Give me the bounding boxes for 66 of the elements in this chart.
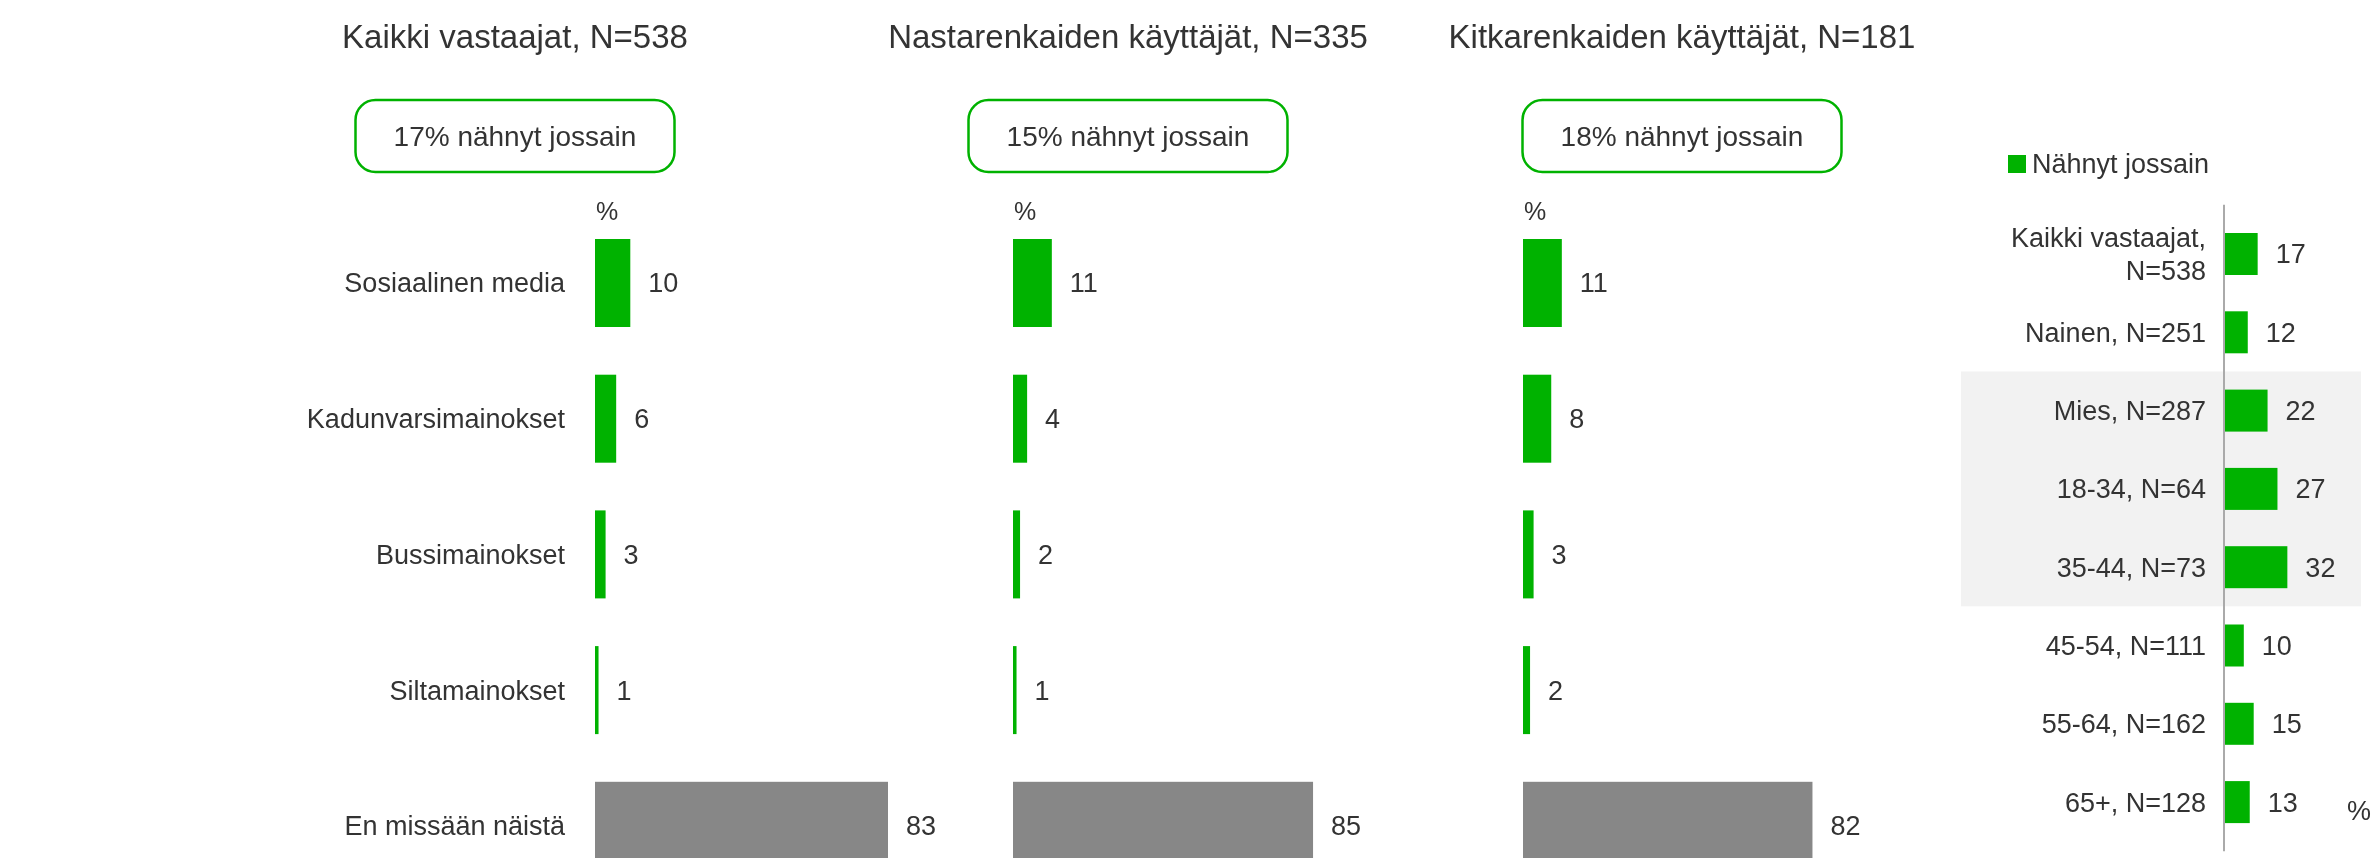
data-label: 11 (1579, 268, 1608, 299)
bar (595, 374, 617, 463)
data-label: 8 (1569, 404, 1585, 435)
bar (2224, 781, 2250, 824)
bar (1523, 510, 1534, 599)
bar (1523, 239, 1562, 327)
y-tick-label: 55-64, N=162 (2041, 709, 2206, 740)
text: 17% nähnyt jossain (393, 120, 637, 152)
data-label: 2 (1548, 675, 1564, 706)
data-label: 17 (2275, 239, 2306, 270)
data-label: 85 (1331, 811, 1362, 842)
data-label: 32 (2305, 552, 2336, 583)
bar (2224, 624, 2244, 667)
bar (595, 646, 599, 735)
bar (2224, 467, 2278, 510)
data-label: 4 (1045, 404, 1061, 435)
data-label: 15 (2271, 709, 2302, 740)
y-tick-label: Nainen, N=251 (2025, 317, 2206, 348)
x-axis-title: % (1523, 197, 1547, 225)
y-tick-label: 35-44, N=73 (2056, 552, 2206, 583)
x-axis-title: % (595, 197, 619, 225)
bar (2224, 311, 2248, 354)
data-label: 82 (1830, 811, 1861, 842)
bar (595, 239, 631, 327)
y-tick-label: Kadunvarsimainokset (306, 404, 566, 435)
bar (1013, 374, 1028, 463)
data-label: 10 (2261, 630, 2292, 661)
y-tick-label: Siltamainokset (389, 675, 566, 706)
y-tick-label: 65+, N=128 (2064, 787, 2206, 818)
y-tick-label: Kaikki vastaajat, N=538 (2010, 223, 2206, 286)
y-tick-label: 18-34, N=64 (2056, 474, 2206, 505)
bar (1523, 646, 1531, 735)
data-label: 3 (623, 539, 639, 570)
data-label: 6 (634, 404, 650, 435)
data-label: 12 (2265, 317, 2296, 348)
chart-title: Nastarenkaiden käyttäjät, N=335 (888, 18, 1368, 55)
bar (1013, 239, 1052, 327)
text: 15% nähnyt jossain (1006, 120, 1250, 152)
data-label: 83 (905, 811, 937, 842)
y-tick-label: En missään näistä (344, 811, 566, 842)
data-label: 22 (2285, 396, 2316, 427)
bar (2224, 233, 2258, 275)
x-axis-title: % (1013, 197, 1037, 225)
data-label: 10 (648, 268, 679, 299)
data-label: 11 (1069, 268, 1098, 299)
data-label: 2 (1038, 539, 1054, 570)
data-label: 1 (1034, 675, 1050, 706)
data-label: 1 (616, 675, 632, 706)
y-tick-label: Mies, N=287 (2053, 396, 2206, 427)
bar (1013, 510, 1021, 599)
chart-title: Kitkarenkaiden käyttäjät, N=181 (1448, 18, 1916, 55)
data-label: 27 (2295, 474, 2326, 505)
y-tick-label: Bussimainokset (375, 539, 566, 570)
data-label: 13 (2267, 787, 2298, 818)
data-label: 3 (1551, 539, 1567, 570)
legend-label: Nähnyt jossain (2032, 149, 2210, 180)
x-axis-title: % (2346, 796, 2371, 826)
bar (2224, 546, 2288, 589)
bar (1523, 374, 1552, 463)
bar (1013, 646, 1017, 735)
y-tick-label: 45-54, N=111 (2045, 630, 2206, 661)
bar (2224, 702, 2254, 745)
text: 18% nähnyt jossain (1560, 120, 1804, 152)
bar (2224, 389, 2268, 432)
y-tick-label: Sosiaalinen media (344, 268, 566, 299)
bar (595, 510, 606, 599)
